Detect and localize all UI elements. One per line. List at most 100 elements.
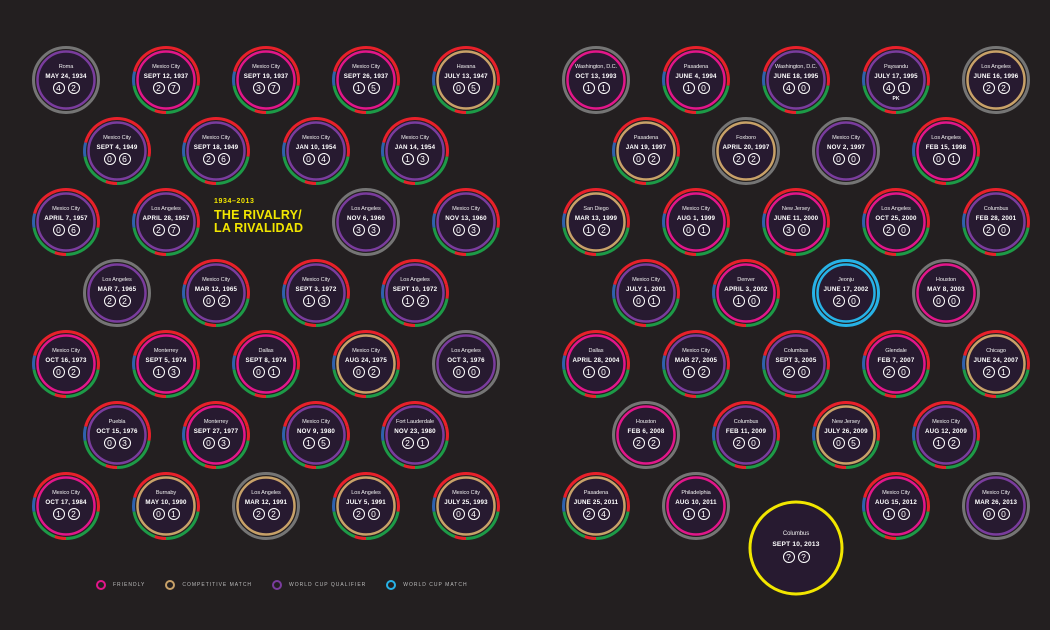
- mexico-ring-arc: [154, 109, 167, 114]
- mexico-ring-arc: [584, 535, 597, 540]
- usa-ring-arc: [1025, 213, 1030, 228]
- mexico-score: 2: [67, 508, 80, 520]
- match-rings: [562, 330, 630, 399]
- match-disc: [338, 52, 394, 108]
- usa-ring-arc: [863, 46, 929, 73]
- usa-score: 1: [582, 224, 595, 236]
- match-type-ring: [385, 121, 445, 181]
- match-circle: Monterrey SEPT 27, 1977 0 3: [181, 400, 251, 470]
- usa-ring-arc: [33, 472, 99, 499]
- usa-ring-arc: [382, 117, 448, 144]
- match-rings: [562, 46, 630, 114]
- mexico-ring-arc: [304, 322, 317, 327]
- match-date: NOV 9, 1980: [297, 428, 335, 435]
- mexico-ring-arc: [984, 393, 997, 398]
- mexico-score: 6: [67, 224, 80, 236]
- usa-ring-arc: [663, 188, 729, 215]
- match-circle: Mexico City JAN 14, 1954 1 3: [380, 116, 450, 186]
- usa-ring-arc: [195, 497, 200, 512]
- match-type-ring: [385, 263, 445, 323]
- mexico-score: 2: [647, 437, 660, 449]
- usa-ring-arc: [83, 142, 88, 157]
- mexico-score: 7: [167, 224, 180, 236]
- match-rings: [132, 188, 200, 257]
- draw-ring: [612, 401, 680, 469]
- match-circle: Mexico City SEPT 19, 1937 3 7: [231, 45, 301, 115]
- upcoming-ring: [748, 500, 844, 596]
- legend-item-wcmatch: WORLD CUP MATCH: [386, 580, 467, 590]
- match-circle: Houston MAY 8, 2003 0 0: [911, 258, 981, 328]
- match-date: NOV 6, 1960: [347, 215, 385, 222]
- usa-ring-arc: [962, 213, 967, 228]
- match-city: Columbus: [782, 531, 810, 537]
- match-circle: Mexico City SEPT 3, 1972 1 3: [281, 258, 351, 328]
- mexico-ring-arc: [304, 180, 317, 185]
- match-city: Burnaby: [155, 490, 177, 496]
- match-date: SEPT 10, 1972: [392, 286, 438, 293]
- usa-ring-arc: [381, 284, 386, 299]
- mexico-ring-arc: [105, 180, 118, 185]
- match-type-ring: [666, 50, 726, 110]
- usa-ring-arc: [663, 330, 729, 357]
- match-city: Houston: [635, 419, 657, 425]
- match-date: SEPT 26, 1937: [343, 73, 389, 80]
- match-circle: Mexico City OCT 17, 1984 1 2: [31, 471, 101, 541]
- usa-ring-arc: [133, 330, 199, 357]
- usa-ring-arc: [345, 426, 350, 441]
- mexico-ring-arc: [684, 109, 697, 114]
- match-date: NOV 13, 1960: [445, 215, 487, 222]
- match-rings: [862, 472, 930, 541]
- mexico-score: 6: [217, 153, 230, 165]
- match-circle: Mexico City AUG 24, 1975 0 2: [331, 329, 401, 399]
- draw-ring: [83, 259, 151, 327]
- match-date: SEPT 18, 1949: [193, 144, 239, 151]
- usa-ring-arc: [332, 497, 337, 512]
- match-rings: [862, 46, 930, 115]
- usa-ring-arc: [33, 188, 99, 215]
- match-disc: [668, 478, 724, 534]
- match-city: Mexico City: [452, 206, 480, 212]
- usa-score: 2: [352, 508, 365, 520]
- usa-ring-arc: [762, 71, 767, 86]
- usa-ring-arc: [433, 188, 499, 215]
- usa-score: 0: [452, 366, 465, 378]
- usa-ring-arc: [233, 46, 299, 73]
- draw-ring: [32, 46, 100, 114]
- match-disc: [288, 123, 344, 179]
- match-disc: [768, 52, 824, 108]
- match-disc: [718, 407, 774, 463]
- usa-ring-arc: [925, 213, 930, 228]
- usa-score: ?: [782, 551, 795, 563]
- match-date: SEPT 27, 1977: [193, 428, 239, 435]
- match-type-ring: [236, 476, 296, 536]
- match-type-ring: [336, 476, 396, 536]
- usa-ring-arc: [382, 259, 448, 286]
- usa-score: 1: [582, 366, 595, 378]
- usa-score: 2: [982, 82, 995, 94]
- usa-ring-arc: [295, 71, 300, 86]
- draw-ring: [712, 117, 780, 185]
- match-date: JAN 14, 1954: [394, 144, 436, 151]
- match-date: AUG 10, 2011: [675, 499, 717, 506]
- usa-score: 1: [732, 295, 745, 307]
- usa-ring-arc: [133, 188, 199, 215]
- mexico-score: 2: [697, 366, 710, 378]
- match-type-ring: [436, 192, 496, 252]
- match-disc: [868, 478, 924, 534]
- draw-ring: [912, 259, 980, 327]
- match-type-ring: [136, 476, 196, 536]
- match-date: MAY 8, 2003: [927, 286, 965, 293]
- usa-ring-arc: [495, 71, 500, 86]
- match-circle: Los Angeles OCT 3, 1976 0 0: [431, 329, 501, 399]
- match-city: Pasadena: [633, 135, 659, 141]
